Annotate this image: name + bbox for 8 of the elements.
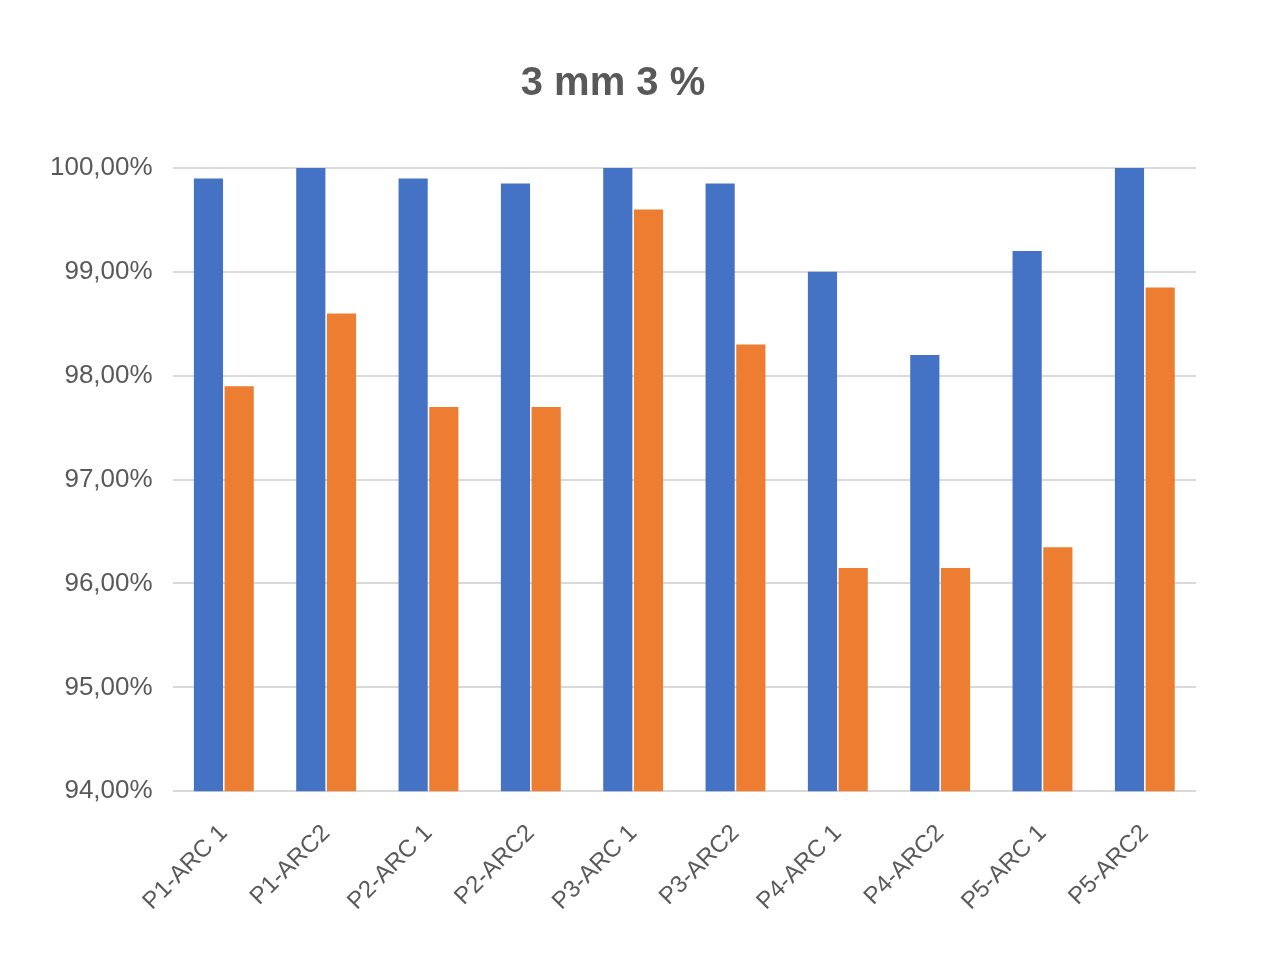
y-tick-label: 94,00% xyxy=(64,774,153,805)
y-tick-label: 100,00% xyxy=(49,151,153,182)
y-tick-label: 95,00% xyxy=(64,670,153,701)
chart-title: 3 mm 3 % xyxy=(520,59,706,104)
y-tick-label: 97,00% xyxy=(64,462,153,493)
y-tick-label: 96,00% xyxy=(64,566,153,597)
y-tick-label: 99,00% xyxy=(64,255,153,286)
y-tick-label: 98,00% xyxy=(64,358,153,389)
